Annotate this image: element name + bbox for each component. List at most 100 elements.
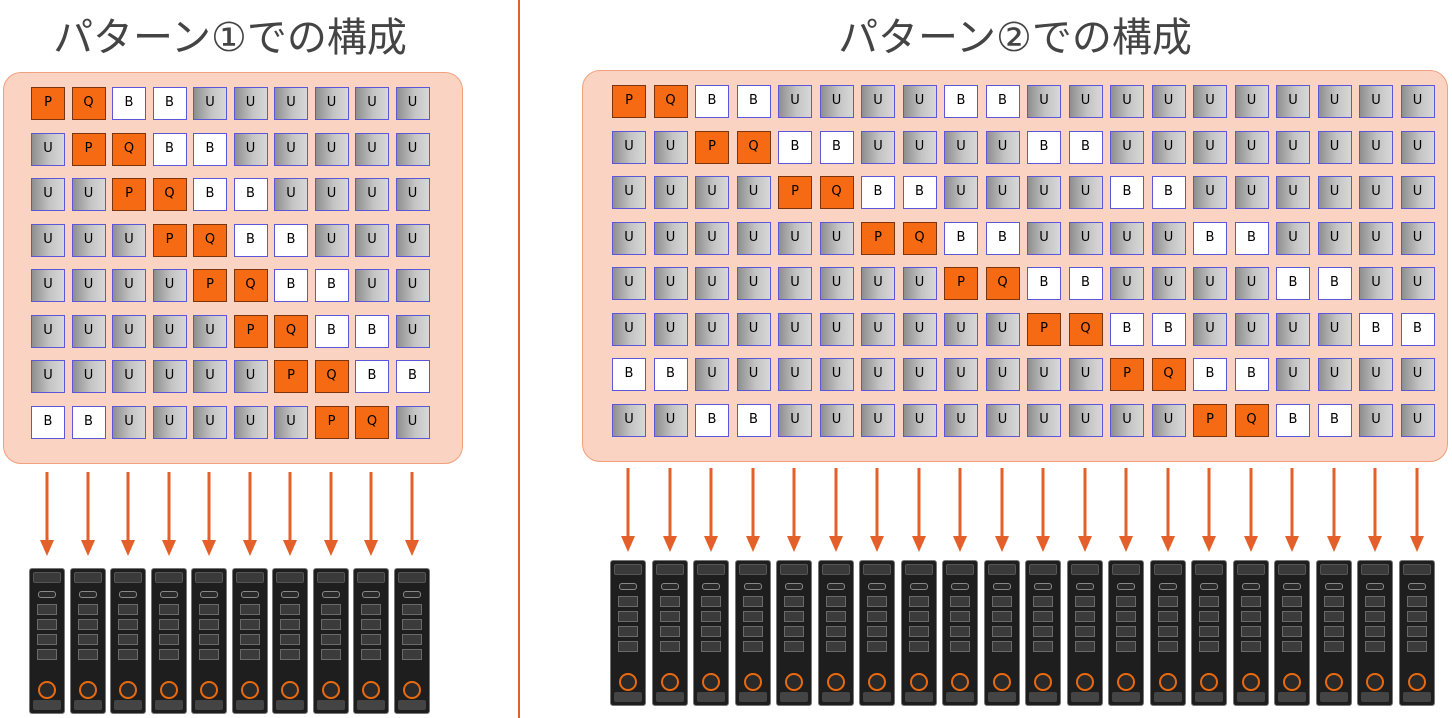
- down-arrow-icon: [40, 472, 54, 556]
- block-u: U: [31, 314, 65, 348]
- hard-disk-icon: [150, 568, 187, 714]
- block-b: B: [1359, 312, 1393, 346]
- block-u: U: [1193, 85, 1227, 118]
- block-u: U: [1276, 85, 1310, 118]
- down-arrow-icon: [911, 468, 926, 552]
- block-b: B: [1317, 403, 1352, 437]
- block-u: U: [1068, 403, 1103, 437]
- down-arrow-icon: [1409, 468, 1424, 552]
- block-p: P: [695, 130, 729, 164]
- block-b: B: [695, 85, 729, 118]
- hard-disk-icon: [1398, 560, 1435, 706]
- block-u: U: [778, 221, 812, 255]
- block-q: Q: [1151, 358, 1186, 391]
- block-u: U: [152, 360, 187, 393]
- block-u: U: [944, 403, 978, 437]
- block-b: B: [985, 85, 1020, 118]
- block-u: U: [653, 221, 688, 255]
- block-u: U: [778, 267, 812, 300]
- block-b: B: [355, 360, 389, 393]
- down-arrow-icon: [745, 468, 760, 552]
- block-u: U: [1359, 130, 1393, 164]
- block-u: U: [395, 405, 430, 439]
- down-arrow-icon: [787, 468, 801, 552]
- block-u: U: [778, 85, 812, 118]
- block-b: B: [395, 360, 430, 393]
- block-u: U: [1400, 358, 1435, 391]
- block-u: U: [985, 358, 1020, 391]
- block-u: U: [1234, 267, 1269, 300]
- block-u: U: [1110, 267, 1144, 300]
- block-b: B: [612, 358, 646, 391]
- block-q: Q: [653, 85, 688, 118]
- block-b: B: [193, 178, 227, 211]
- down-arrow-icon: [1243, 468, 1258, 552]
- block-u: U: [1193, 130, 1227, 164]
- block-u: U: [695, 176, 729, 209]
- block-u: U: [1317, 85, 1352, 118]
- block-u: U: [778, 358, 812, 391]
- block-b: B: [1068, 130, 1103, 164]
- block-u: U: [1151, 267, 1186, 300]
- block-u: U: [819, 358, 854, 391]
- block-u: U: [1110, 130, 1144, 164]
- hard-disk-icon: [1025, 560, 1061, 706]
- block-u: U: [1359, 403, 1393, 437]
- block-u: U: [1317, 312, 1352, 346]
- hard-disk-icon: [1191, 560, 1227, 706]
- block-b: B: [944, 221, 978, 255]
- block-u: U: [819, 312, 854, 346]
- block-u: U: [193, 87, 227, 120]
- block-u: U: [314, 223, 349, 257]
- block-u: U: [71, 360, 106, 393]
- block-u: U: [1359, 358, 1393, 391]
- block-u: U: [31, 178, 65, 211]
- hard-disk-icon: [776, 560, 812, 706]
- block-u: U: [1276, 176, 1310, 209]
- block-b: B: [112, 87, 146, 120]
- down-arrow-icon: [621, 468, 635, 552]
- section-divider: [518, 0, 520, 718]
- block-b: B: [1110, 312, 1144, 346]
- block-b: B: [1027, 267, 1061, 300]
- block-u: U: [819, 403, 854, 437]
- block-u: U: [71, 314, 106, 348]
- block-u: U: [233, 87, 268, 120]
- block-p: P: [71, 132, 106, 166]
- block-u: U: [1359, 176, 1393, 209]
- block-u: U: [861, 85, 895, 118]
- block-u: U: [1027, 358, 1061, 391]
- down-arrow-icon: [1036, 468, 1050, 552]
- block-b: B: [985, 221, 1020, 255]
- block-u: U: [355, 132, 389, 166]
- block-q: Q: [1068, 312, 1103, 346]
- block-b: B: [274, 269, 308, 302]
- block-b: B: [819, 130, 854, 164]
- block-u: U: [736, 176, 771, 209]
- block-b: B: [1234, 358, 1269, 391]
- block-b: B: [736, 403, 771, 437]
- block-u: U: [819, 221, 854, 255]
- block-u: U: [355, 87, 389, 120]
- hard-disk-icon: [693, 560, 729, 706]
- block-u: U: [1400, 176, 1435, 209]
- block-p: P: [778, 176, 812, 209]
- block-u: U: [612, 403, 646, 437]
- block-u: U: [31, 269, 65, 302]
- block-b: B: [736, 85, 771, 118]
- block-u: U: [902, 130, 937, 164]
- block-u: U: [314, 132, 349, 166]
- block-u: U: [112, 360, 146, 393]
- hard-disk-icon: [1315, 560, 1352, 706]
- block-b: B: [1110, 176, 1144, 209]
- block-u: U: [112, 223, 146, 257]
- block-b: B: [1193, 221, 1227, 255]
- block-u: U: [1151, 85, 1186, 118]
- block-u: U: [1027, 221, 1061, 255]
- block-u: U: [1359, 85, 1393, 118]
- block-p: P: [193, 269, 227, 302]
- block-u: U: [985, 130, 1020, 164]
- block-q: Q: [152, 178, 187, 211]
- hard-disk-icon: [110, 568, 146, 714]
- block-u: U: [1400, 221, 1435, 255]
